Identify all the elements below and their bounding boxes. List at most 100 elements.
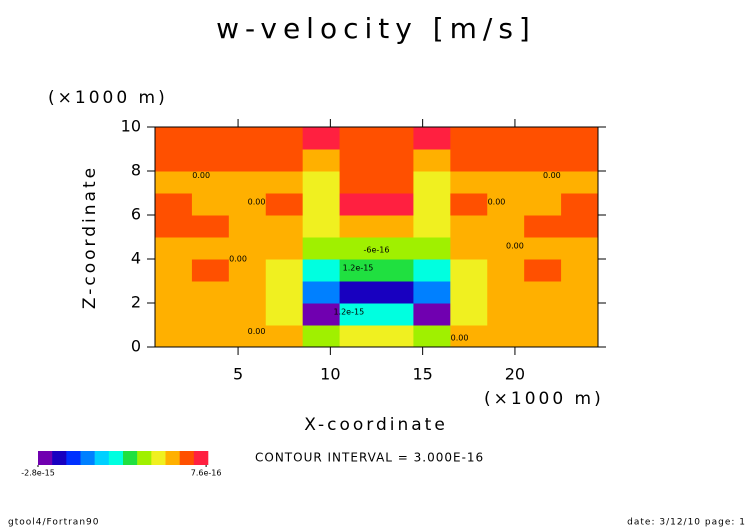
contour-cell	[487, 149, 525, 172]
contour-cell	[487, 127, 525, 150]
contour-cell	[524, 127, 562, 150]
contour-label: 0.00	[543, 171, 561, 180]
contour-cell	[265, 215, 304, 238]
contour-label: 0.00	[506, 241, 524, 250]
x-tick-label: 15	[412, 365, 432, 384]
contour-cell	[376, 237, 414, 260]
contour-cell	[302, 215, 341, 238]
contour-cell	[561, 325, 599, 348]
contour-cell	[302, 325, 341, 348]
contour-cell	[228, 171, 267, 194]
contour-label: 0.00	[248, 197, 266, 206]
contour-cell	[302, 259, 341, 282]
contour-cell	[155, 171, 193, 194]
contour-label: -6e-16	[364, 246, 390, 255]
plot-frame	[154, 126, 599, 348]
y-tick-label: 2	[131, 293, 141, 312]
contour-cell	[524, 171, 562, 194]
contour-cell	[228, 127, 267, 150]
colorbar-swatch	[151, 451, 166, 465]
contour-cell	[561, 281, 599, 304]
x-tick-label: 10	[320, 365, 340, 384]
contour-cell	[413, 149, 451, 172]
contour-cell	[265, 149, 304, 172]
contour-cell	[265, 127, 304, 150]
contour-cell	[339, 325, 377, 348]
contour-cell	[413, 303, 451, 326]
contour-cell	[487, 325, 525, 348]
contour-cell	[376, 193, 414, 216]
contour-cell	[376, 215, 414, 238]
contour-cell	[524, 281, 562, 304]
contour-cell	[487, 281, 525, 304]
contour-cell	[487, 237, 525, 260]
contour-cell	[524, 193, 562, 216]
contour-cell	[376, 259, 414, 282]
contour-cell	[191, 127, 230, 150]
contour-cell	[561, 303, 599, 326]
contour-cell	[339, 127, 377, 150]
contour-cell	[339, 149, 377, 172]
contour-cell	[561, 259, 599, 282]
x-tick-label: 20	[505, 365, 525, 384]
contour-cell	[265, 325, 304, 348]
contour-cell	[524, 149, 562, 172]
contour-cell	[191, 325, 230, 348]
y-tick-label: 0	[131, 337, 141, 356]
y-axis-label: Z-coordinate	[80, 165, 100, 309]
contour-cell	[228, 259, 267, 282]
contour-cell	[339, 259, 377, 282]
contour-cell	[339, 171, 377, 194]
colorbar-swatch	[108, 451, 124, 465]
contour-cell	[228, 325, 267, 348]
contour-cell	[339, 237, 377, 260]
x-tick-label: 5	[233, 365, 243, 384]
contour-cell	[450, 215, 488, 238]
contour-label: 0.00	[451, 334, 469, 343]
colorbar-swatch	[52, 451, 67, 465]
contour-cell	[265, 281, 304, 304]
contour-cell	[339, 281, 377, 304]
contour-cell	[561, 127, 599, 150]
contour-cell	[265, 303, 304, 326]
contour-cell	[524, 325, 562, 348]
contour-cell	[265, 237, 304, 260]
contour-cell	[413, 259, 451, 282]
colorbar-swatch	[193, 451, 209, 465]
contour-cell	[155, 193, 193, 216]
contour-cell	[302, 171, 341, 194]
contour-cell	[487, 303, 525, 326]
contour-label: 0.00	[192, 171, 210, 180]
contour-cell	[228, 193, 267, 216]
colorbar-swatch	[38, 451, 53, 465]
x-axis-label: X-coordinate	[304, 415, 448, 435]
contour-cell	[155, 149, 193, 172]
contour-cell	[524, 237, 562, 260]
contour-cell	[376, 281, 414, 304]
contour-cell	[413, 193, 451, 216]
contour-cell	[413, 215, 451, 238]
contour-cell	[487, 193, 525, 216]
contour-cell	[155, 281, 193, 304]
x-unit: (×1000 m)	[484, 389, 604, 409]
contour-cell	[228, 303, 267, 326]
contour-cell	[191, 259, 230, 282]
y-tick-label: 10	[121, 117, 141, 136]
contour-cell	[450, 325, 488, 348]
colorbar-label: 7.6e-16	[191, 469, 222, 478]
contour-cell	[191, 149, 230, 172]
contour-cell	[191, 237, 230, 260]
contour-cell	[228, 237, 267, 260]
colorbar-swatch	[137, 451, 152, 465]
contour-cell	[339, 193, 377, 216]
contour-cell	[413, 237, 451, 260]
contour-cell	[450, 237, 488, 260]
contour-cell	[228, 149, 267, 172]
chart-title: w-velocity [m/s]	[216, 12, 536, 45]
colorbar-label: -2.8e-15	[21, 469, 55, 478]
contour-cell	[524, 303, 562, 326]
contour-cell	[413, 325, 451, 348]
contour-cell	[376, 171, 414, 194]
colorbar-swatch	[94, 451, 110, 465]
